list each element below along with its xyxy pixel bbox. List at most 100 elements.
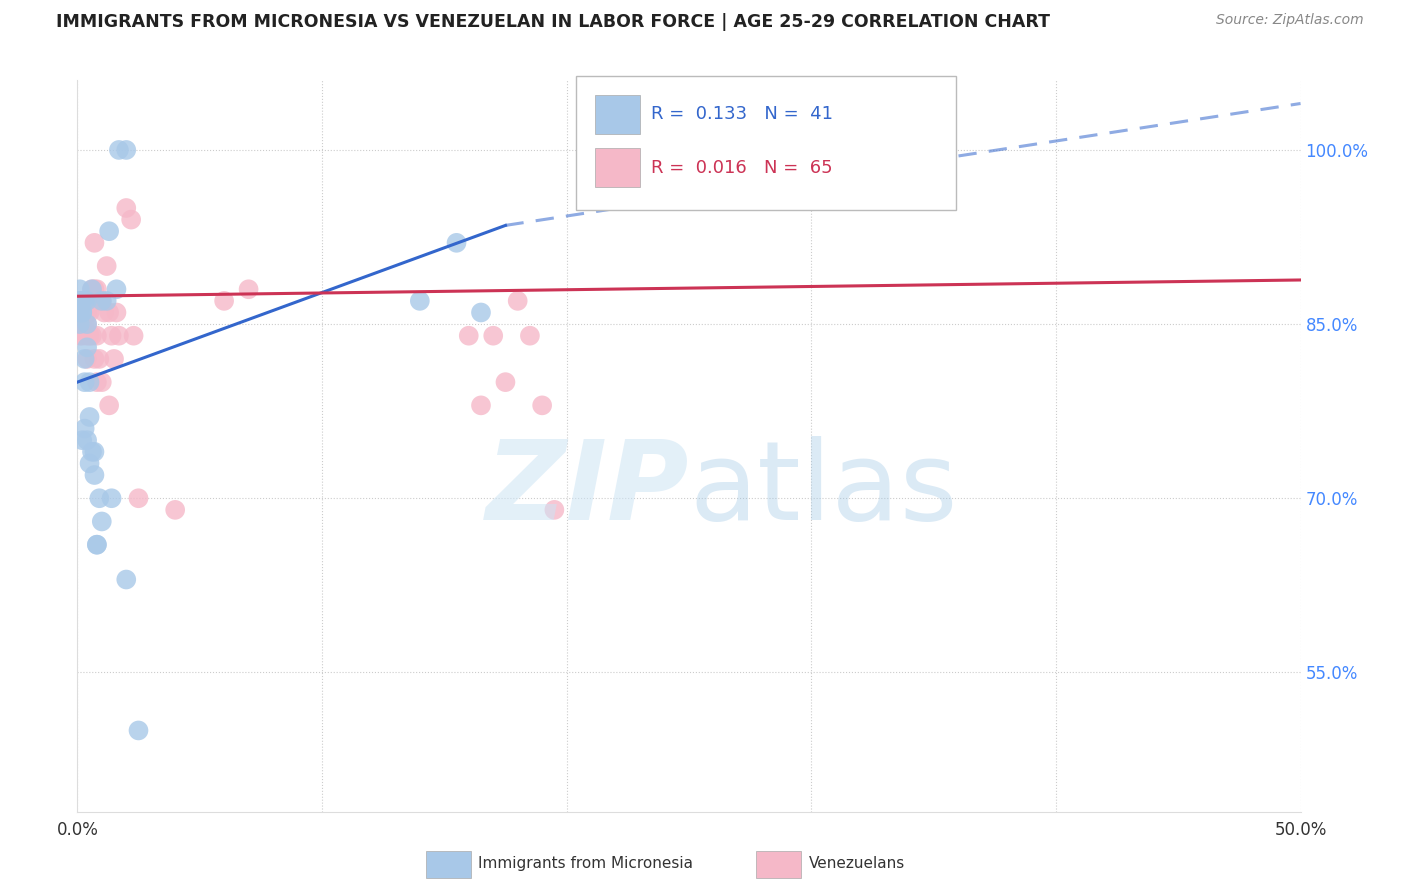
Point bbox=[90, 293, 112, 308]
Point bbox=[69, 293, 91, 308]
Point bbox=[531, 398, 554, 412]
Point bbox=[66, 293, 89, 308]
Point bbox=[409, 293, 432, 308]
Point bbox=[165, 503, 187, 517]
Text: IMMIGRANTS FROM MICRONESIA VS VENEZUELAN IN LABOR FORCE | AGE 25-29 CORRELATION : IMMIGRANTS FROM MICRONESIA VS VENEZUELAN… bbox=[56, 13, 1050, 31]
Text: ZIP: ZIP bbox=[485, 436, 689, 543]
Point bbox=[90, 293, 112, 308]
Point bbox=[76, 293, 98, 308]
Point bbox=[89, 491, 111, 506]
Point bbox=[73, 293, 96, 308]
Point bbox=[70, 305, 93, 319]
Point bbox=[76, 328, 98, 343]
Point bbox=[76, 305, 98, 319]
Point bbox=[128, 723, 150, 738]
Point bbox=[66, 293, 89, 308]
Point bbox=[115, 143, 138, 157]
Point bbox=[495, 375, 517, 389]
Point bbox=[212, 293, 235, 308]
Point bbox=[79, 457, 101, 471]
Point bbox=[93, 305, 115, 319]
Point bbox=[86, 375, 108, 389]
Point bbox=[470, 398, 492, 412]
Text: Source: ZipAtlas.com: Source: ZipAtlas.com bbox=[1216, 13, 1364, 28]
Point bbox=[122, 328, 145, 343]
Point bbox=[79, 305, 101, 319]
Point bbox=[76, 317, 98, 331]
Point bbox=[115, 201, 138, 215]
Point bbox=[80, 445, 103, 459]
Point bbox=[69, 305, 91, 319]
Point bbox=[543, 503, 565, 517]
Point bbox=[73, 305, 96, 319]
Point bbox=[73, 351, 96, 366]
Point bbox=[73, 375, 96, 389]
Point bbox=[70, 305, 93, 319]
Point bbox=[79, 328, 101, 343]
Point bbox=[70, 305, 93, 319]
Point bbox=[69, 293, 91, 308]
Point bbox=[66, 293, 89, 308]
Point bbox=[76, 433, 98, 447]
Point bbox=[98, 305, 121, 319]
Point bbox=[76, 317, 98, 331]
Point bbox=[457, 328, 479, 343]
Point bbox=[98, 224, 121, 238]
Point bbox=[90, 375, 112, 389]
Point bbox=[83, 468, 105, 483]
Point bbox=[86, 538, 108, 552]
Point bbox=[69, 317, 91, 331]
Point bbox=[83, 445, 105, 459]
Point bbox=[73, 305, 96, 319]
Point bbox=[128, 491, 150, 506]
Point bbox=[79, 375, 101, 389]
Point bbox=[76, 340, 98, 354]
Point bbox=[80, 282, 103, 296]
Point bbox=[446, 235, 468, 250]
Point bbox=[70, 293, 93, 308]
Text: Venezuelans: Venezuelans bbox=[808, 856, 904, 871]
Point bbox=[70, 293, 93, 308]
Point bbox=[73, 317, 96, 331]
Point bbox=[96, 293, 118, 308]
Point bbox=[70, 433, 93, 447]
Point bbox=[105, 305, 128, 319]
Point bbox=[89, 293, 111, 308]
Point bbox=[70, 293, 93, 308]
Point bbox=[73, 305, 96, 319]
Point bbox=[519, 328, 541, 343]
Point bbox=[470, 305, 492, 319]
Point bbox=[89, 351, 111, 366]
Point bbox=[69, 282, 91, 296]
Point bbox=[100, 328, 122, 343]
Point bbox=[76, 293, 98, 308]
Point bbox=[73, 305, 96, 319]
Point bbox=[70, 317, 93, 331]
Point bbox=[238, 282, 260, 296]
Text: R =  0.016   N =  65: R = 0.016 N = 65 bbox=[651, 159, 832, 177]
Point bbox=[80, 282, 103, 296]
Point bbox=[70, 317, 93, 331]
Text: atlas: atlas bbox=[689, 436, 957, 543]
Point bbox=[69, 305, 91, 319]
Point bbox=[506, 293, 529, 308]
Point bbox=[108, 143, 131, 157]
Point bbox=[69, 293, 91, 308]
Point bbox=[482, 328, 505, 343]
Text: R =  0.133   N =  41: R = 0.133 N = 41 bbox=[651, 105, 832, 123]
Point bbox=[96, 259, 118, 273]
Point bbox=[83, 351, 105, 366]
Point bbox=[115, 573, 138, 587]
Point bbox=[80, 328, 103, 343]
Point bbox=[70, 305, 93, 319]
Point bbox=[69, 305, 91, 319]
Point bbox=[86, 282, 108, 296]
Point bbox=[79, 409, 101, 424]
Point bbox=[103, 351, 125, 366]
Point bbox=[90, 515, 112, 529]
Point bbox=[73, 421, 96, 435]
Point bbox=[83, 235, 105, 250]
Point bbox=[108, 328, 131, 343]
Point bbox=[69, 328, 91, 343]
Point bbox=[70, 293, 93, 308]
